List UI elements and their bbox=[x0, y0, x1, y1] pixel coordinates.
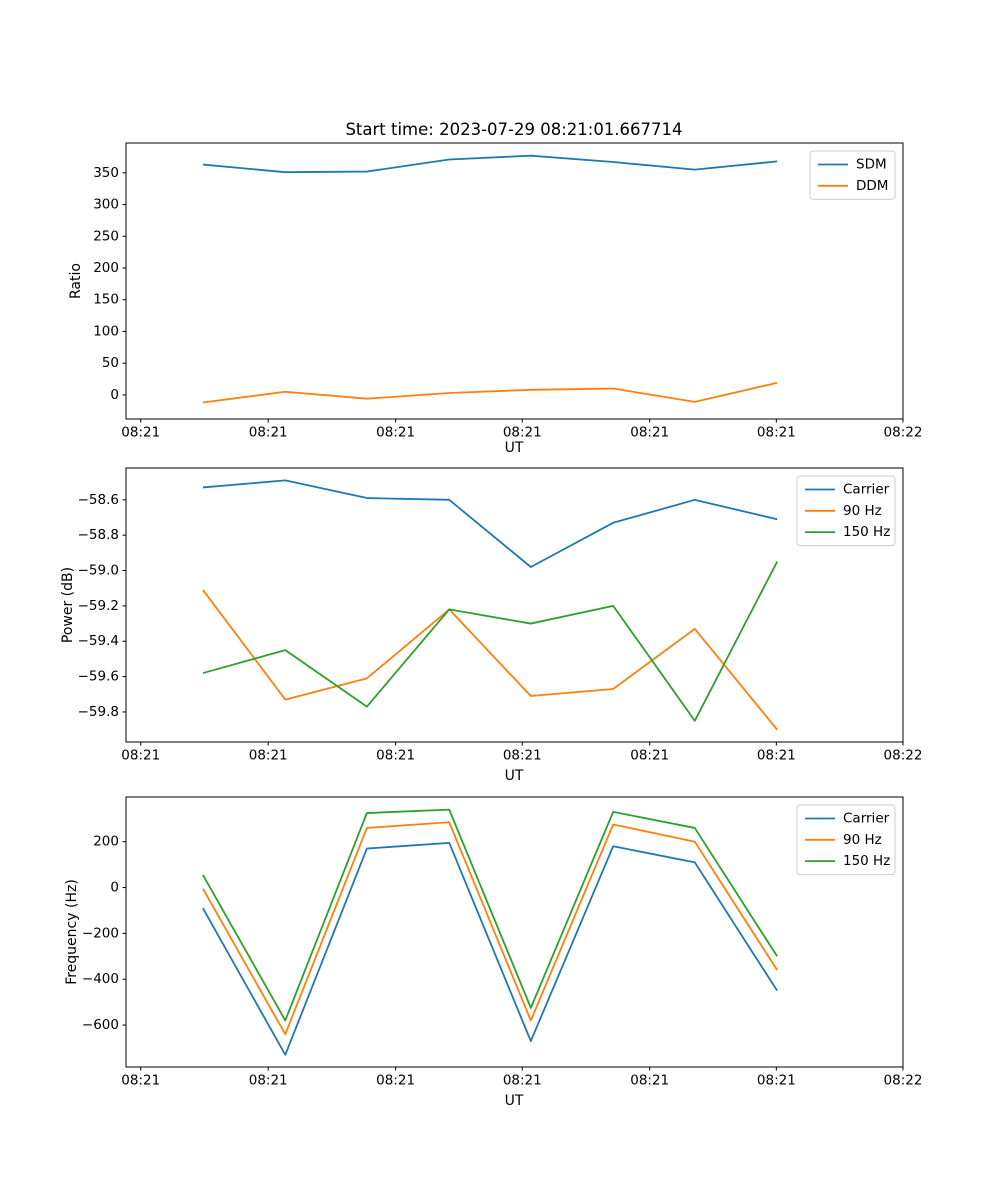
subplot3-90-hz-line bbox=[202, 821, 778, 1036]
y-tick-label: 200 bbox=[93, 260, 119, 276]
x-tick-label: 08:21 bbox=[376, 1073, 415, 1089]
y-tick-label: 0 bbox=[110, 880, 119, 896]
x-axis-label-ut-3: UT bbox=[504, 1093, 524, 1109]
y-tick-label: −59.6 bbox=[78, 669, 119, 685]
subplot1-sdm-line bbox=[202, 154, 778, 174]
legend-label-150-hz: 150 Hz bbox=[843, 524, 890, 540]
subplot1-ddm-line bbox=[202, 381, 778, 404]
x-tick-label: 08:21 bbox=[121, 425, 160, 441]
axes-spines bbox=[125, 142, 904, 420]
x-axis-label-ut-1: UT bbox=[504, 440, 524, 456]
y-tick-label: −59.0 bbox=[78, 563, 119, 579]
x-tick-label: 08:22 bbox=[884, 1073, 923, 1089]
y-tick-label: 50 bbox=[102, 355, 119, 371]
subplot-2: 08:21 08:21 08:21 08:21 08:21 08:21 08:22 −58.6… bbox=[78, 467, 923, 764]
legend-box bbox=[796, 475, 896, 547]
x-tick-label: 08:21 bbox=[121, 748, 160, 764]
subplot2-carrier-line bbox=[202, 479, 778, 568]
y-tick-label: −58.8 bbox=[78, 527, 119, 543]
x-tick-label: 08:21 bbox=[503, 748, 542, 764]
x-tick-label: 08:21 bbox=[757, 425, 796, 441]
y-tick-label: 350 bbox=[93, 165, 119, 181]
x-tick-label: 08:22 bbox=[884, 748, 923, 764]
y-tick-label: −59.4 bbox=[78, 633, 119, 649]
x-tick-label: 08:21 bbox=[630, 1073, 669, 1089]
y-tick-label: 0 bbox=[110, 387, 119, 403]
y-tick-label: −59.2 bbox=[78, 598, 119, 614]
x-tick-label: 08:21 bbox=[630, 425, 669, 441]
subplot3-carrier-line bbox=[202, 841, 778, 1056]
legend-label-ddm: DDM bbox=[856, 178, 888, 194]
legend-box bbox=[809, 150, 896, 200]
y-tick-label: −200 bbox=[82, 925, 119, 941]
y-tick-label: 150 bbox=[93, 292, 119, 308]
x-tick-label: 08:21 bbox=[121, 1073, 160, 1089]
subplot-3: 08:21 08:21 08:21 08:21 08:21 08:21 08:22 200 0 −… bbox=[82, 796, 923, 1089]
axes-spines bbox=[125, 467, 904, 743]
x-tick-label: 08:21 bbox=[376, 748, 415, 764]
y-tick-label: −58.6 bbox=[78, 492, 119, 508]
x-tick-label: 08:21 bbox=[249, 748, 288, 764]
legend-label-carrier: Carrier bbox=[843, 482, 890, 498]
figure-title: Start time: 2023-07-29 08:21:01.667714 bbox=[345, 120, 683, 139]
x-tick-label: 08:21 bbox=[757, 1073, 796, 1089]
x-tick-label: 08:21 bbox=[249, 425, 288, 441]
legend-label-90-hz: 90 Hz bbox=[843, 503, 882, 519]
legend-label-carrier: Carrier bbox=[843, 811, 890, 827]
y-tick-label: 300 bbox=[93, 197, 119, 213]
legend-label-90-hz: 90 Hz bbox=[843, 832, 882, 848]
x-tick-label: 08:21 bbox=[757, 748, 796, 764]
y-tick-label: 200 bbox=[93, 834, 119, 850]
subplot2-150-hz-line bbox=[202, 561, 778, 722]
subplot2-90-hz-line bbox=[202, 589, 778, 731]
legend-box bbox=[796, 804, 896, 876]
subplot-1: 08:21 08:21 08:21 08:21 08:21 08:21 08:22 0 50 10… bbox=[93, 142, 923, 441]
legend-label-150-hz: 150 Hz bbox=[843, 853, 890, 869]
y-tick-label: 250 bbox=[93, 228, 119, 244]
y-tick-label: −400 bbox=[82, 971, 119, 987]
axes-spines bbox=[125, 796, 904, 1068]
y-tick-label: 100 bbox=[93, 323, 119, 339]
x-axis-label-ut-2: UT bbox=[504, 768, 524, 784]
x-tick-label: 08:21 bbox=[376, 425, 415, 441]
x-tick-label: 08:22 bbox=[884, 425, 923, 441]
x-tick-label: 08:21 bbox=[503, 1073, 542, 1089]
x-tick-label: 08:21 bbox=[503, 425, 542, 441]
x-tick-label: 08:21 bbox=[249, 1073, 288, 1089]
y-tick-label: −59.8 bbox=[78, 704, 119, 720]
y-tick-label: −600 bbox=[82, 1017, 119, 1033]
x-tick-label: 08:21 bbox=[630, 748, 669, 764]
subplot3-150-hz-line bbox=[202, 808, 778, 1022]
legend-label-sdm: SDM bbox=[856, 157, 887, 173]
